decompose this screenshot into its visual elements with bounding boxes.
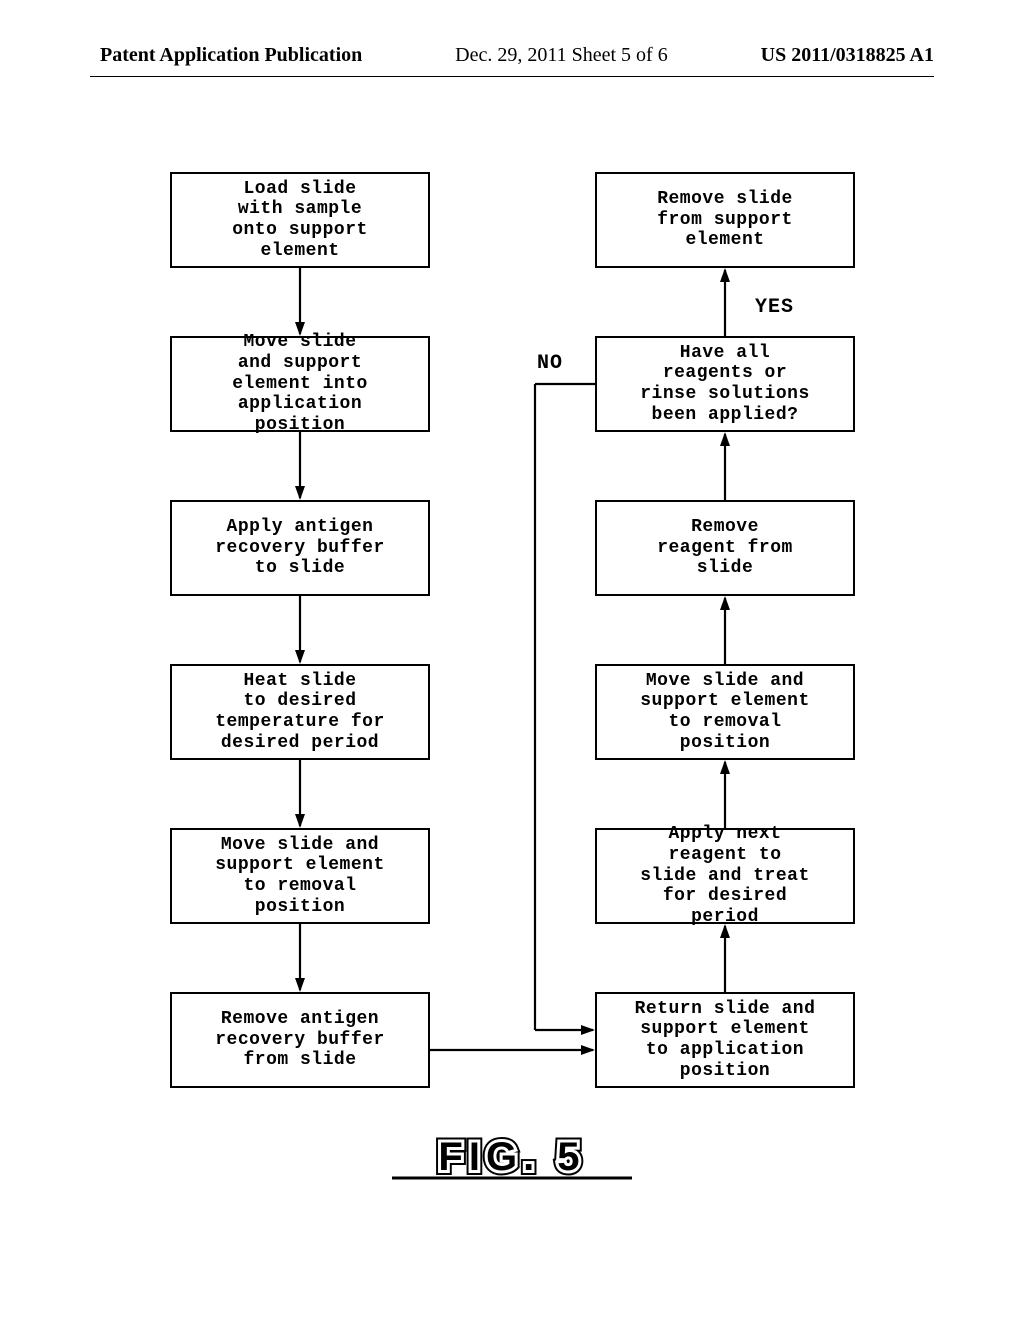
box-applynext: Apply next reagent to slide and treat fo… (595, 828, 855, 924)
svg-text:FIG. 5: FIG. 5 (438, 1135, 585, 1179)
figure-label: FIG. 5FIG. 5FIG. 5 (0, 1128, 1024, 1193)
header-left: Patent Application Publication (100, 44, 362, 67)
box-return: Return slide and support element to appl… (595, 992, 855, 1088)
page-header: Patent Application Publication Dec. 29, … (0, 44, 1024, 67)
box-remove: Remove antigen recovery buffer from slid… (170, 992, 430, 1088)
box-move1: Move slide and support element into appl… (170, 336, 430, 432)
box-move3: Move slide and support element to remova… (595, 664, 855, 760)
label-yes: YES (755, 296, 794, 319)
flowchart-arrows (0, 0, 1024, 1320)
header-right: US 2011/0318825 A1 (761, 44, 934, 67)
box-heat: Heat slide to desired temperature for de… (170, 664, 430, 760)
box-removereag: Remove reagent from slide (595, 500, 855, 596)
box-apply: Apply antigen recovery buffer to slide (170, 500, 430, 596)
header-center: Dec. 29, 2011 Sheet 5 of 6 (455, 44, 668, 67)
box-removeslide: Remove slide from support element (595, 172, 855, 268)
header-rule (90, 76, 934, 77)
label-no: NO (537, 352, 563, 375)
box-decision: Have all reagents or rinse solutions bee… (595, 336, 855, 432)
box-move2: Move slide and support element to remova… (170, 828, 430, 924)
box-load: Load slide with sample onto support elem… (170, 172, 430, 268)
